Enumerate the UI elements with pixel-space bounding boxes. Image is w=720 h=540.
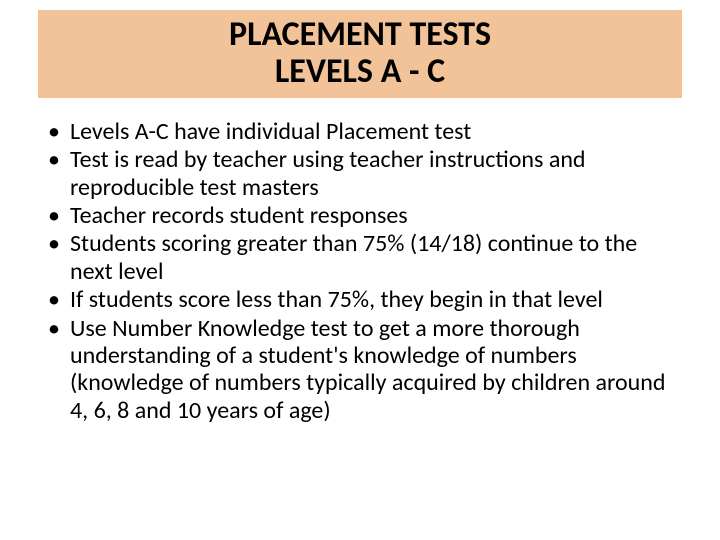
title-line-2: LEVELS A - C	[275, 51, 445, 92]
bullet-text: Use Number Knowledge test to get a more …	[70, 314, 665, 425]
title-line-1: PLACEMENT TESTS	[229, 14, 491, 55]
bullet-text: Levels A-C have individual Placement tes…	[70, 117, 471, 146]
content-box: Levels A-C have individual Placement tes…	[40, 118, 680, 425]
bullet-text: Students scoring greater than 75% (14/18…	[70, 229, 637, 285]
bullet-list: Levels A-C have individual Placement tes…	[40, 118, 680, 424]
bullet-item: Teacher records student responses	[40, 202, 680, 229]
slide-title: PLACEMENT TESTS LEVELS A - C	[229, 17, 491, 90]
bullet-text: Teacher records student responses	[70, 201, 408, 230]
bullet-text: If students score less than 75%, they be…	[70, 285, 603, 314]
slide: PLACEMENT TESTS LEVELS A - C Levels A-C …	[0, 0, 720, 540]
bullet-item: Levels A-C have individual Placement tes…	[40, 118, 680, 145]
bullet-item: Test is read by teacher using teacher in…	[40, 146, 680, 201]
title-box: PLACEMENT TESTS LEVELS A - C	[38, 10, 682, 98]
bullet-item: Use Number Knowledge test to get a more …	[40, 315, 680, 424]
bullet-item: Students scoring greater than 75% (14/18…	[40, 230, 680, 285]
bullet-item: If students score less than 75%, they be…	[40, 286, 680, 313]
bullet-text: Test is read by teacher using teacher in…	[70, 145, 586, 201]
